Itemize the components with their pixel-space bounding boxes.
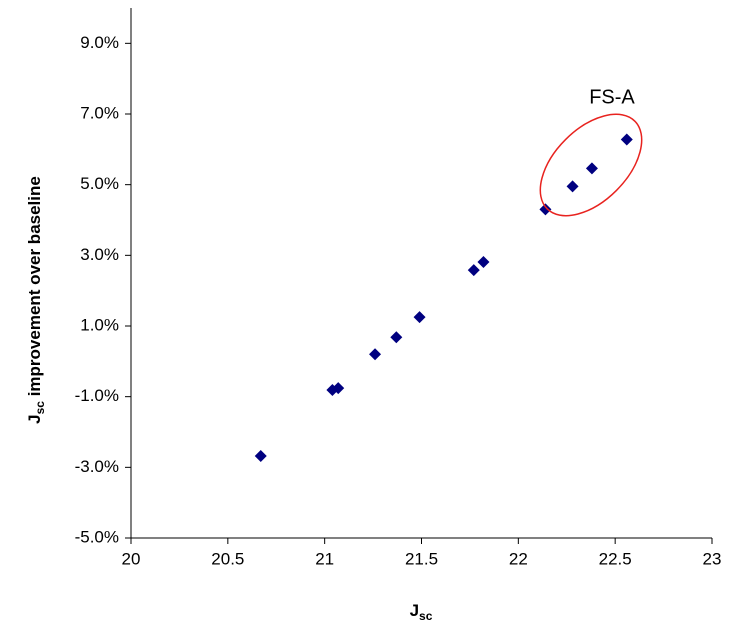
- y-tick-label: 7.0%: [80, 103, 119, 122]
- y-tick-label: -1.0%: [75, 386, 119, 405]
- point: [477, 256, 490, 269]
- x-tick-label: 20.5: [211, 549, 244, 568]
- y-tick-label: -5.0%: [75, 527, 119, 546]
- point: [585, 162, 598, 175]
- point: [467, 264, 480, 277]
- y-tick-label: 5.0%: [80, 174, 119, 193]
- x-tick-label: 20: [122, 549, 141, 568]
- annotation: FS-A: [589, 86, 635, 108]
- y-label-sub: sc: [33, 401, 47, 415]
- y-label-rest: improvement over baseline: [25, 176, 44, 401]
- y-axis-label: Jsc improvement over baseline: [25, 176, 47, 424]
- x-tick-label: 21.5: [405, 549, 438, 568]
- x-axis-label: Jsc: [410, 601, 433, 623]
- y-tick-label: 1.0%: [80, 315, 119, 334]
- x-label-main: J: [410, 601, 419, 620]
- point: [539, 203, 552, 216]
- point: [413, 311, 426, 324]
- point: [620, 133, 633, 146]
- y-tick-label: 9.0%: [80, 33, 119, 52]
- x-label-sub: sc: [419, 609, 433, 623]
- x-tick-label: 21: [315, 549, 334, 568]
- annotation-ellipse: [539, 113, 643, 217]
- y-tick-label: 3.0%: [80, 245, 119, 264]
- point: [332, 382, 345, 395]
- y-label-main: J: [25, 414, 44, 423]
- point: [390, 331, 403, 344]
- y-tick-label: -3.0%: [75, 457, 119, 476]
- x-tick-label: 23: [703, 549, 722, 568]
- point: [566, 180, 579, 193]
- x-tick-label: 22.5: [599, 549, 632, 568]
- x-tick-label: 22: [509, 549, 528, 568]
- point: [369, 348, 382, 361]
- point: [254, 450, 267, 463]
